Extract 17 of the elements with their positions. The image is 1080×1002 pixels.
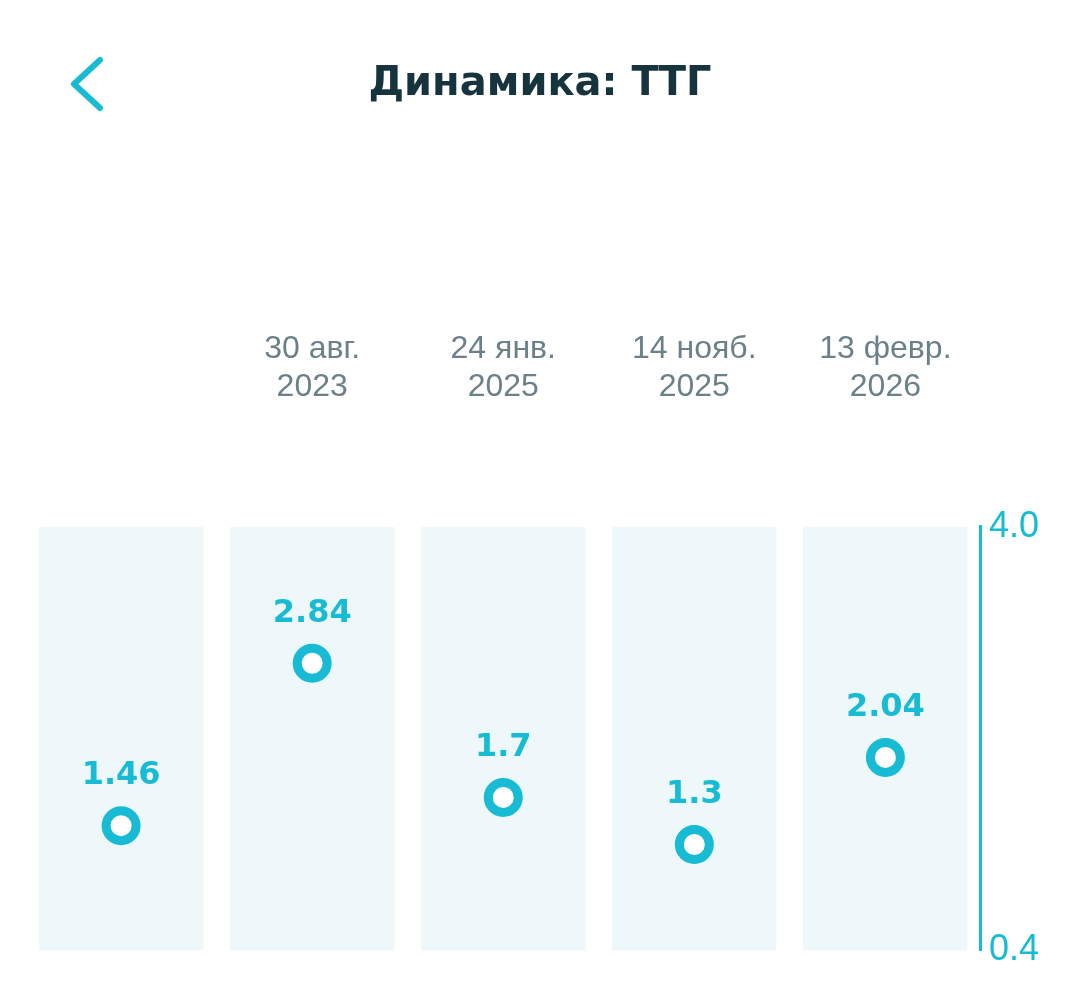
- y-tick-label: 4.0: [988, 503, 1039, 545]
- data-label: 1.3: [665, 772, 723, 811]
- data-label: 1.7: [474, 725, 532, 764]
- x-tick-label: 13 февр. 2026: [819, 329, 952, 404]
- x-tick-label: 24 янв. 2025: [450, 329, 556, 404]
- point: [674, 825, 714, 864]
- point: [101, 806, 141, 846]
- point: [483, 777, 523, 817]
- point: [292, 643, 332, 683]
- data-label: 2.04: [845, 685, 925, 724]
- chart-title: Динамика: ТТГ: [367, 58, 713, 104]
- data-label: 1.46: [81, 753, 161, 792]
- data-label: 2.84: [272, 591, 352, 630]
- point: [865, 737, 905, 777]
- x-tick-label: 14 нояб. 2025: [632, 329, 757, 404]
- x-tick-label: 30 авг. 2023: [264, 329, 361, 404]
- y-tick-label: 0.4: [988, 927, 1039, 969]
